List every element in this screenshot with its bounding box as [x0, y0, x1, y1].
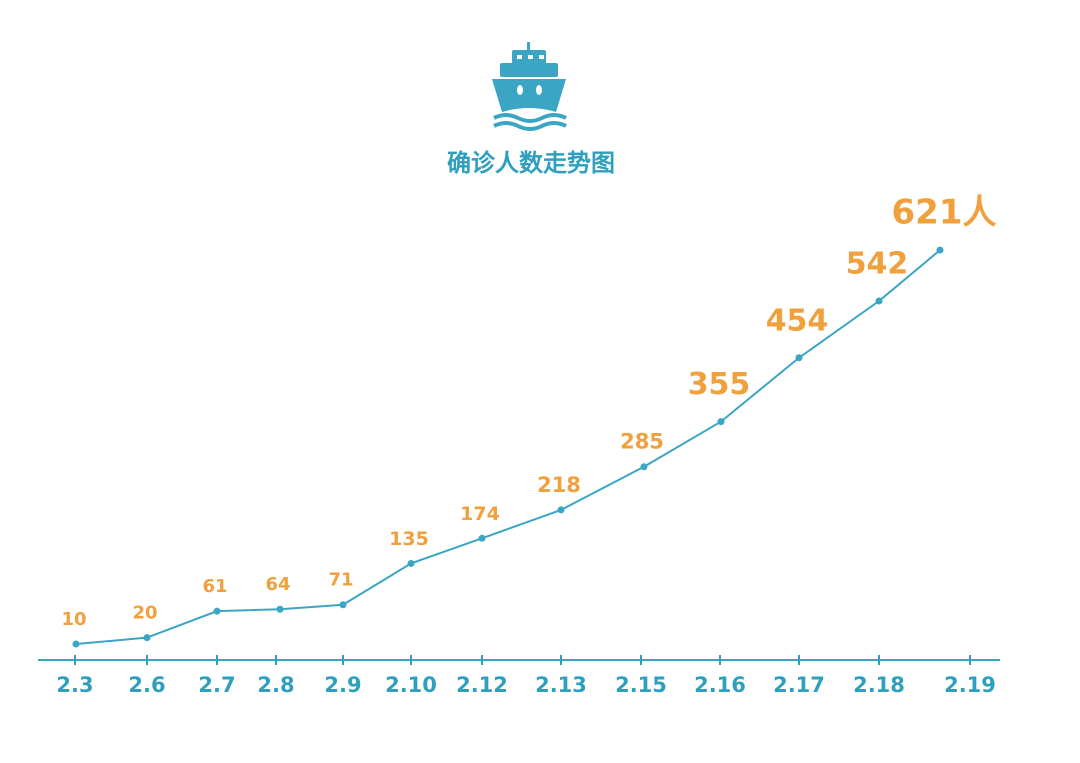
x-tick-label: 2.17	[773, 673, 825, 697]
data-label: 71	[328, 570, 353, 591]
data-label: 10	[61, 609, 86, 630]
data-point	[795, 354, 803, 362]
x-tick-label: 2.12	[456, 673, 508, 697]
x-tick-label: 2.8	[257, 673, 294, 697]
data-point	[213, 607, 221, 615]
data-label: 218	[537, 473, 581, 497]
x-tick-label: 2.13	[535, 673, 587, 697]
data-point	[936, 246, 944, 254]
data-point	[478, 534, 486, 542]
x-tick-label: 2.19	[944, 673, 996, 697]
data-label: 285	[620, 430, 664, 454]
data-point	[339, 601, 347, 609]
data-label: 135	[389, 528, 429, 550]
data-point	[875, 297, 883, 305]
x-tick-label: 2.18	[853, 673, 905, 697]
data-point	[407, 559, 415, 567]
data-point	[557, 506, 565, 514]
data-label: 454	[766, 303, 829, 338]
data-point	[276, 605, 284, 613]
data-label: 174	[460, 503, 500, 525]
data-point	[143, 634, 151, 642]
ship-icon	[492, 42, 567, 131]
data-label: 61	[202, 576, 227, 597]
data-point	[640, 463, 648, 471]
x-tick-label: 2.6	[128, 673, 165, 697]
data-label: 542	[846, 247, 909, 282]
x-tick-label: 2.15	[615, 673, 667, 697]
data-label: 355	[688, 367, 751, 402]
data-label: 20	[132, 603, 157, 624]
x-tick-label: 2.9	[324, 673, 361, 697]
data-label: 64	[265, 574, 290, 595]
x-tick-label: 2.10	[385, 673, 437, 697]
data-point	[72, 640, 80, 648]
chart-title: 确诊人数走势图	[447, 149, 615, 177]
x-tick-label: 2.7	[198, 673, 235, 697]
data-label: 621人	[892, 193, 997, 233]
x-tick-label: 2.16	[694, 673, 746, 697]
x-tick-label: 2.3	[56, 673, 93, 697]
data-point	[717, 418, 725, 426]
